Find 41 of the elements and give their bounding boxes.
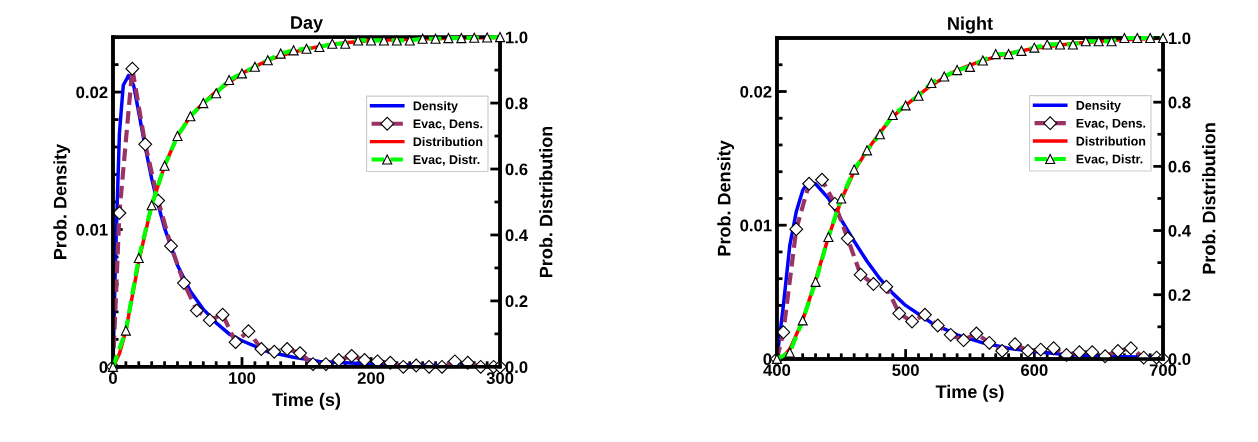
x-tick-label: 400: [763, 364, 791, 377]
x-tick-label: 500: [892, 364, 919, 377]
y2-tick-label: 1.0: [505, 31, 528, 44]
y2-axis-title: Prob. Distribution: [539, 126, 553, 278]
y2-tick-label: 0.2: [505, 295, 528, 308]
legend-label: Density: [1076, 100, 1121, 113]
x-tick-label: 300: [486, 372, 514, 384]
y2-tick-label: 0.0: [1168, 353, 1191, 366]
y2-tick-label: 0.0: [505, 361, 528, 374]
y-tick-label: 0.02: [740, 85, 772, 98]
y-tick-label: 0.02: [76, 86, 108, 99]
x-tick-label: 200: [357, 372, 385, 384]
y2-tick-label: 0.2: [1168, 289, 1191, 301]
y2-tick-label: 0.8: [505, 97, 528, 110]
y-axis-title: Prob. Density: [717, 140, 735, 256]
x-tick-label: 600: [1021, 364, 1048, 377]
y2-tick-label: 0.8: [1168, 96, 1191, 109]
legend-label: Evac, Distr.: [1076, 154, 1143, 166]
y2-tick-label: 0.6: [505, 163, 528, 176]
y-axis-title: Prob. Density: [53, 143, 71, 259]
y-tick-label: 0.01: [76, 223, 108, 236]
y2-axis-title: Prob. Distribution: [1202, 123, 1216, 274]
legend-label: Evac, Dens.: [413, 119, 483, 131]
y-tick-label: 0: [763, 353, 772, 366]
y2-tick-label: 0.4: [1168, 224, 1191, 237]
y2-tick-label: 0.6: [1168, 160, 1191, 173]
chart-title: Day: [291, 16, 323, 33]
legend-label: Evac, Distr.: [413, 154, 480, 166]
legend-label: Density: [413, 101, 458, 113]
legend-label: Distribution: [1076, 136, 1146, 146]
x-tick-label: 0: [108, 372, 117, 384]
legend-label: Distribution: [413, 136, 483, 147]
x-axis-title: Time (s): [272, 392, 341, 410]
chart-title: Night: [948, 16, 993, 34]
x-tick-label: 700: [1149, 364, 1177, 377]
x-tick-label: 100: [229, 372, 256, 384]
x-axis-title: Time (s): [935, 384, 1004, 402]
y-tick-label: 0.01: [740, 219, 772, 232]
legend-label: Evac, Dens.: [1076, 118, 1146, 130]
y2-tick-label: 1.0: [1168, 32, 1191, 45]
y2-tick-label: 0.4: [505, 229, 528, 242]
